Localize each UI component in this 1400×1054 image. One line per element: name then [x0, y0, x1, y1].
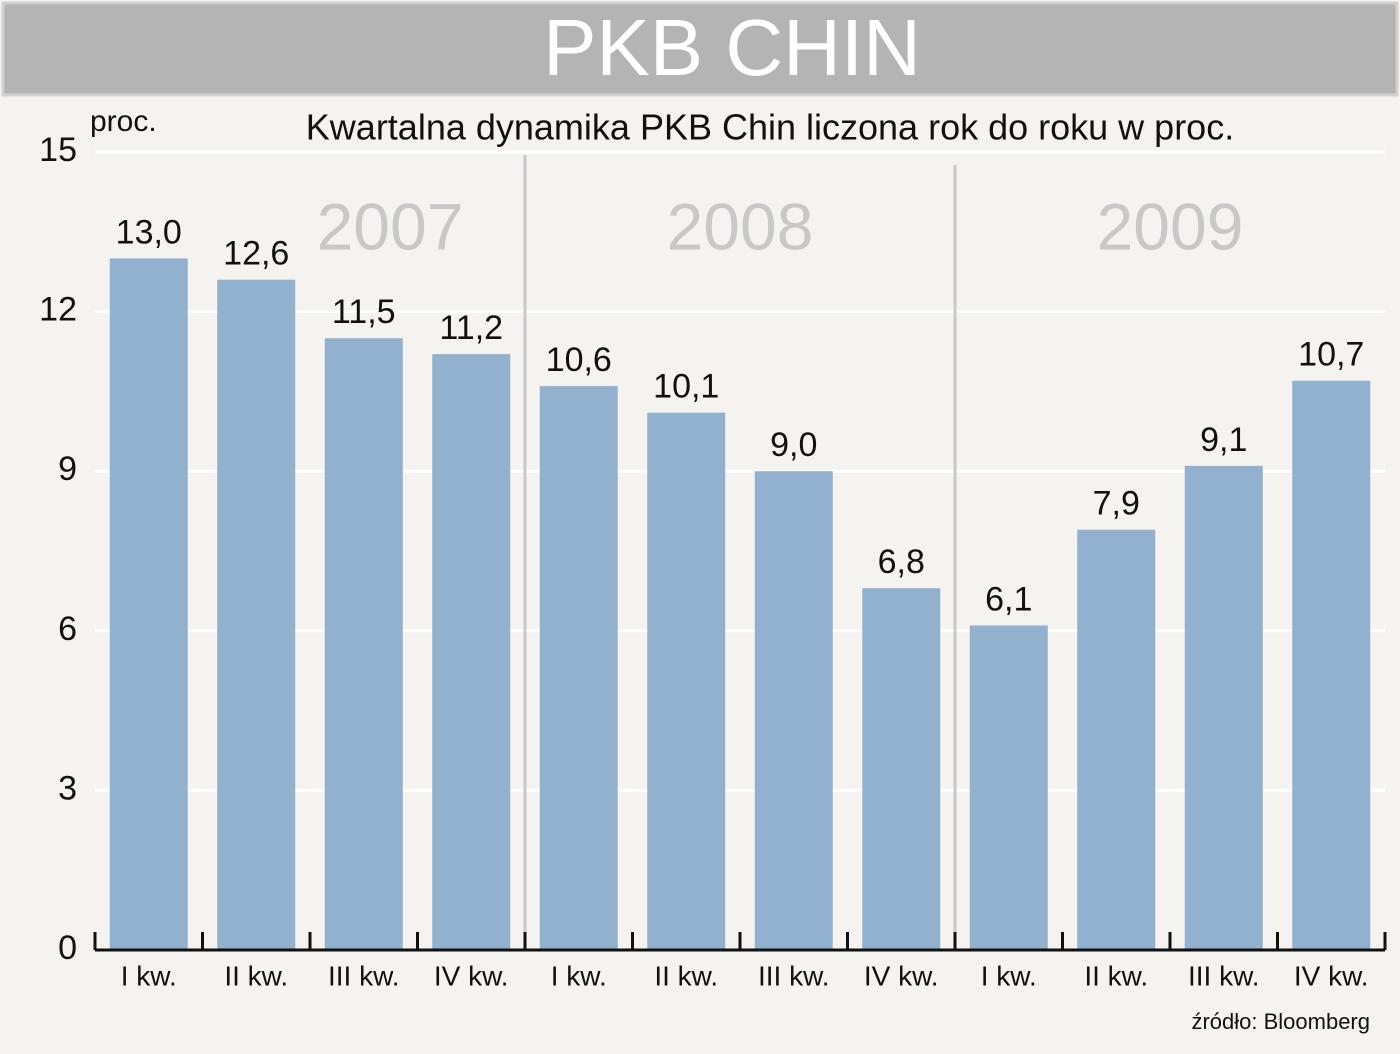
value-label: 9,1: [1200, 421, 1247, 459]
value-label: 11,5: [332, 293, 396, 331]
year-label: 2007: [317, 189, 464, 263]
value-label: 11,2: [439, 309, 503, 347]
value-label: 10,6: [546, 341, 612, 379]
title-banner: [1, 1, 1399, 97]
source: źródło: Bloomberg: [1191, 1009, 1370, 1034]
y-tick-label: 6: [58, 610, 77, 648]
chart-subtitle: Kwartalna dynamika PKB Chin liczona rok …: [306, 107, 1234, 148]
value-label: 6,8: [878, 543, 925, 581]
bar: [217, 279, 296, 950]
x-tick-label: IV kw.: [864, 960, 939, 991]
bar: [109, 258, 188, 950]
bar: [1184, 465, 1263, 950]
y-tick-label: 9: [58, 450, 77, 488]
value-label: 10,7: [1298, 336, 1364, 374]
x-tick-label: I kw.: [551, 960, 607, 991]
y-tick-label: 0: [58, 929, 77, 967]
year-label: 2008: [667, 189, 814, 263]
x-tick-label: IV kw.: [434, 960, 509, 991]
x-tick-label: II kw.: [224, 960, 288, 991]
x-tick-label: III kw.: [1188, 960, 1260, 991]
year-label: 2009: [1097, 189, 1244, 263]
chart-title: PKB CHIN: [543, 3, 921, 92]
bar: [969, 625, 1048, 950]
bar: [862, 588, 941, 950]
y-tick-label: 12: [39, 291, 77, 329]
value-label: 12,6: [223, 235, 289, 273]
value-label: 9,0: [770, 426, 817, 464]
value-label: 7,9: [1093, 485, 1140, 523]
bar: [432, 354, 511, 950]
y-tick-label: 15: [39, 131, 77, 169]
bar: [754, 471, 833, 950]
x-tick-label: IV kw.: [1294, 960, 1369, 991]
x-tick-label: III kw.: [328, 960, 400, 991]
bar: [539, 386, 618, 951]
bar: [1077, 529, 1156, 950]
y-axis-label: proc.: [90, 105, 157, 138]
value-label: 13,0: [116, 213, 182, 251]
x-tick-label: II kw.: [1084, 960, 1148, 991]
bar: [1292, 380, 1371, 950]
bar: [647, 412, 726, 950]
bar: [324, 338, 403, 950]
x-tick-label: III kw.: [758, 960, 830, 991]
x-tick-label: II kw.: [654, 960, 718, 991]
value-label: 6,1: [985, 580, 1032, 618]
x-tick-label: I kw.: [981, 960, 1037, 991]
x-tick-label: I kw.: [121, 960, 177, 991]
value-label: 10,1: [653, 368, 719, 406]
y-tick-label: 3: [58, 769, 77, 807]
